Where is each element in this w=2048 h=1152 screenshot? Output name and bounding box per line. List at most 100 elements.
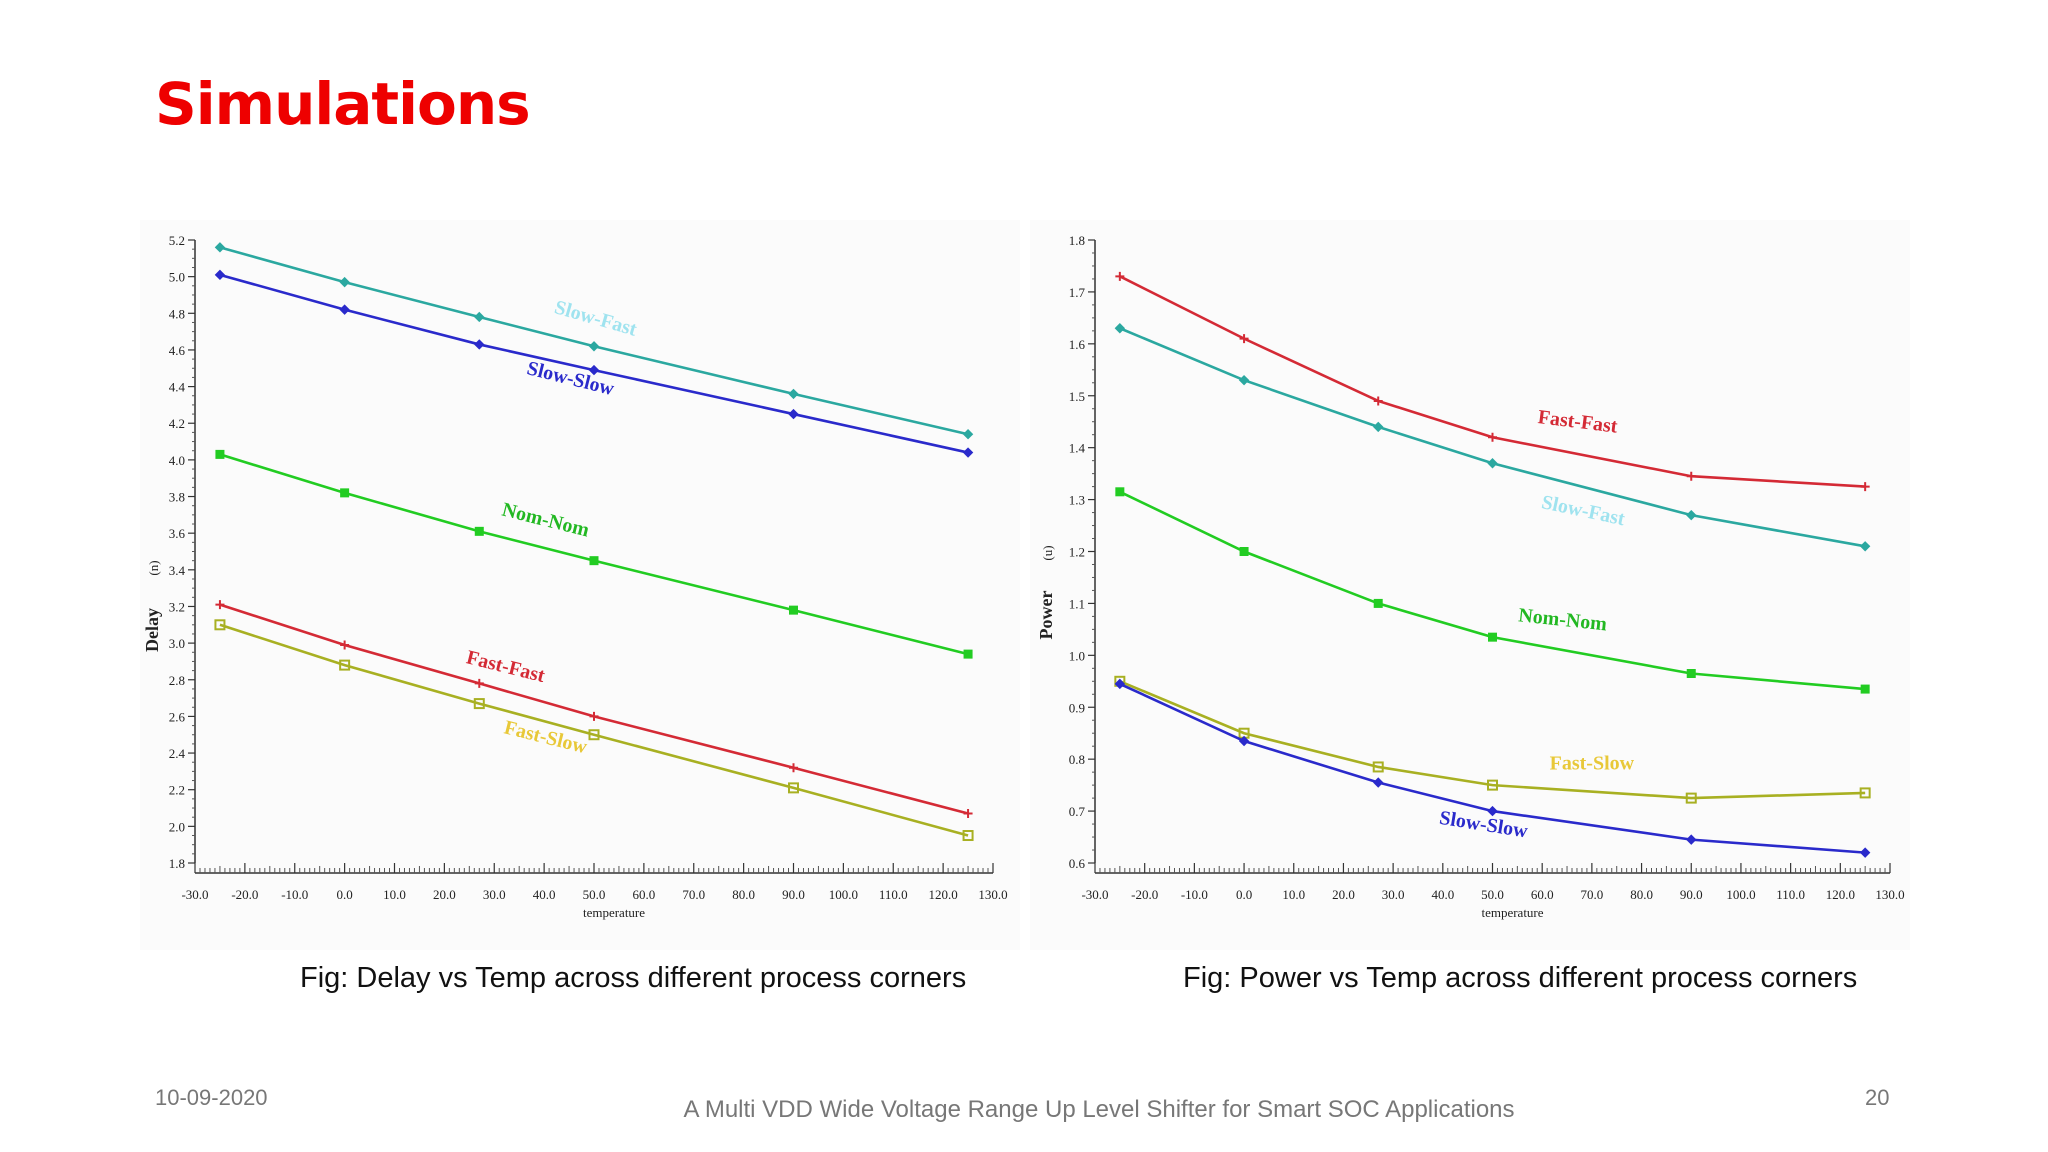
y-tick-label: 3.0	[169, 636, 185, 651]
marker-0	[215, 600, 225, 610]
y-tick-label: 0.7	[1069, 804, 1086, 819]
y-tick-label: 0.9	[1069, 700, 1085, 715]
y-tick-label: 2.4	[169, 746, 186, 761]
x-tick-label: 120.0	[1826, 887, 1855, 902]
x-axis-label: temperature	[583, 905, 645, 920]
x-tick-label: 70.0	[682, 887, 705, 902]
series-line-fast-fast	[1119, 275, 1866, 488]
marker-2	[474, 526, 484, 536]
marker-2	[1373, 777, 1384, 788]
series-fast-fast	[1115, 271, 1870, 492]
y-tick-label: 1.0	[1069, 648, 1085, 663]
x-tick-label: -20.0	[1131, 887, 1158, 902]
marker-1	[339, 304, 350, 315]
marker-3	[1487, 805, 1498, 817]
marker-5	[962, 429, 974, 440]
slide-title: Simulations	[155, 70, 531, 138]
series-slow-fast	[214, 242, 974, 440]
series-label-fast-fast: Fast-Fast	[1537, 406, 1619, 438]
x-tick-label: 30.0	[1382, 887, 1405, 902]
y-tick-label: 2.2	[169, 783, 185, 798]
y-axis-unit: (n)	[146, 560, 161, 575]
series-slow-fast	[1114, 323, 1871, 552]
series-line-slow-fast	[1119, 327, 1866, 548]
marker-3	[1488, 632, 1497, 642]
marker-5	[1860, 684, 1870, 694]
x-tick-label: 50.0	[1481, 887, 1504, 902]
marker-2	[1373, 421, 1384, 433]
y-tick-label: 1.4	[1069, 441, 1086, 456]
series-nom-nom	[1115, 487, 1870, 694]
marker-0	[215, 449, 225, 459]
marker-5	[1859, 787, 1871, 799]
series-line-slow-slow	[219, 273, 969, 454]
x-tick-label: 110.0	[879, 887, 908, 902]
marker-4	[788, 388, 799, 400]
marker-4	[1686, 509, 1697, 521]
x-axis-label: temperature	[1481, 905, 1543, 920]
marker-4	[788, 408, 799, 420]
series-label-fast-slow: Fast-Slow	[1550, 753, 1635, 775]
x-tick-label: 100.0	[829, 887, 858, 902]
x-tick-label: 80.0	[1630, 887, 1653, 902]
y-tick-label: 2.8	[169, 673, 185, 688]
power-chart-caption: Fig: Power vs Temp across different proc…	[1183, 962, 1858, 994]
y-tick-label: 1.7	[1069, 285, 1086, 300]
series-line-fast-slow	[1119, 680, 1866, 800]
series-fast-fast	[215, 600, 973, 819]
y-tick-label: 1.1	[1069, 596, 1085, 611]
marker-0	[1115, 487, 1125, 497]
delay-chart: 1.8 2.0 2.2 2.4 2.6 2.8 3.0 3.2 3.4 3.6 3.8 4.0 4.2 4…	[140, 220, 1020, 950]
marker-4	[1685, 792, 1697, 804]
y-tick-label: 3.4	[169, 563, 186, 578]
x-tick-label: 50.0	[583, 887, 606, 902]
page-number: 20	[1865, 1085, 1890, 1110]
y-tick-label: 3.6	[169, 526, 186, 541]
marker-3	[589, 556, 599, 566]
marker-2	[1373, 598, 1383, 608]
marker-3	[588, 364, 600, 376]
marker-0	[1115, 271, 1125, 281]
marker-0	[214, 242, 226, 253]
y-axis-label-group: Delay (n)	[142, 560, 162, 652]
marker-2	[474, 678, 484, 688]
x-tick-label: 0.0	[1236, 887, 1252, 902]
marker-3	[588, 341, 600, 352]
marker-2	[1372, 761, 1384, 773]
y-tick-label: 4.8	[169, 306, 185, 321]
marker-4	[1686, 471, 1696, 481]
marker-1	[1239, 334, 1249, 344]
y-tick-label: 1.2	[1069, 545, 1085, 560]
marker-4	[1686, 834, 1697, 845]
y-tick-label: 3.8	[169, 490, 185, 505]
marker-5	[962, 830, 974, 842]
y-tick-label: 0.6	[1069, 856, 1086, 871]
y-tick-label: 0.8	[1069, 752, 1085, 767]
footer-title: A Multi VDD Wide Voltage Range Up Level …	[683, 1096, 1515, 1123]
marker-0	[1114, 678, 1126, 690]
x-tick-label: 110.0	[1776, 887, 1805, 902]
marker-1	[339, 659, 351, 671]
marker-1	[1238, 374, 1250, 386]
series-line-fast-slow	[219, 623, 969, 837]
series-nom-nom	[215, 449, 973, 659]
y-tick-label: 5.2	[169, 233, 185, 248]
power-chart-svg: 0.6 0.7 0.8 0.9 1.0 1.1 1.2 1.3 1.4 1.5 1.6 1.7 1.8 -…	[1036, 233, 1905, 920]
y-tick-label: 4.0	[169, 453, 185, 468]
series-label-nom-nom: Nom-Nom	[500, 499, 592, 542]
x-tick-label: -30.0	[1081, 887, 1108, 902]
marker-1	[1238, 735, 1250, 747]
x-tick-label: 60.0	[633, 887, 656, 902]
delay-chart-svg: 1.8 2.0 2.2 2.4 2.6 2.8 3.0 3.2 3.4 3.6 3.8 4.0 4.2 4…	[142, 233, 1008, 920]
series-slow-slow	[214, 269, 974, 458]
marker-5	[1860, 482, 1870, 492]
marker-5	[1859, 847, 1871, 858]
series-line-fast-fast	[219, 603, 969, 815]
series-line-slow-fast	[219, 246, 969, 436]
series-label-slow-slow: Slow-Slow	[1438, 807, 1530, 843]
marker-1	[340, 640, 350, 650]
x-tick-label: -10.0	[1181, 887, 1208, 902]
marker-3	[1487, 458, 1498, 469]
x-tick-label: 130.0	[1875, 887, 1904, 902]
x-tick-label: 70.0	[1581, 887, 1604, 902]
